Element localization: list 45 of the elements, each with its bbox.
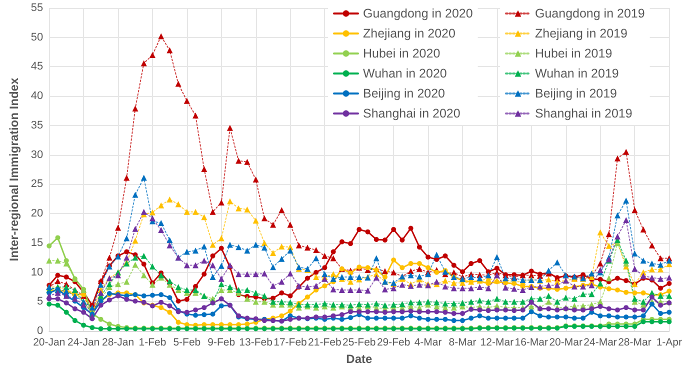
x-tick-label: 17-Feb <box>274 336 308 349</box>
legend-label: Shanghai in 2019 <box>535 106 632 120</box>
x-tick-label: 20-Jan <box>33 336 66 349</box>
x-tick-label: 24-Jan <box>68 336 100 349</box>
x-tick-label: 25-Feb <box>342 336 376 349</box>
y-tick-label: 0 <box>37 325 44 338</box>
legend-label: Hubei in 2019 <box>535 46 612 60</box>
y-tick-label: 5 <box>37 296 44 308</box>
legend-label: Guangdong in 2020 <box>363 6 473 20</box>
x-tick-label: 8-Mar <box>448 336 477 349</box>
y-tick-label: 10 <box>30 266 44 278</box>
x-tick-label: 1-Apr <box>656 336 682 349</box>
x-tick-label: 24-Mar <box>584 336 618 349</box>
legend-label: Zhejiang in 2020 <box>363 26 456 40</box>
legend-label: Zhejiang in 2019 <box>535 26 628 40</box>
y-tick-label: 40 <box>30 90 44 102</box>
x-tick-label: 9-Feb <box>208 336 236 349</box>
y-tick-label: 35 <box>30 119 44 132</box>
x-tick-label: 28-Mar <box>618 336 652 349</box>
x-tick-label: 5-Feb <box>173 336 201 349</box>
y-tick-label: 45 <box>30 60 44 73</box>
x-axis-title: Date <box>346 352 372 366</box>
x-tick-label: 28-Jan <box>102 336 134 349</box>
x-tick-label: 20-Mar <box>549 336 583 349</box>
x-tick-label: 4-Mar <box>414 336 442 349</box>
legend-label: Beijing in 2020 <box>363 86 446 100</box>
legend-label: Wuhan in 2020 <box>363 66 447 80</box>
y-tick-label: 15 <box>30 236 44 249</box>
x-tick-label: 1-Feb <box>138 336 166 349</box>
legend-label: Wuhan in 2019 <box>535 66 619 80</box>
x-tick-label: 29-Feb <box>376 336 410 349</box>
y-tick-label: 55 <box>30 2 44 14</box>
y-tick-label: 25 <box>30 178 44 190</box>
x-tick-label: 16-Mar <box>514 336 549 349</box>
legend-label: Beijing in 2019 <box>535 86 618 100</box>
y-tick-label: 20 <box>30 208 44 220</box>
legend-label: Guangdong in 2019 <box>535 6 645 20</box>
legend-label: Hubei in 2020 <box>363 46 440 60</box>
y-tick-label: 50 <box>30 31 44 44</box>
x-tick-label: 21-Feb <box>308 336 342 349</box>
y-tick-label: 30 <box>30 148 44 161</box>
legend-label: Shanghai in 2020 <box>363 106 460 120</box>
x-tick-label: 13-Feb <box>239 336 273 349</box>
y-axis-title: Inter-regional Immigration Index <box>7 78 21 262</box>
x-tick-label: 12-Mar <box>480 336 514 349</box>
